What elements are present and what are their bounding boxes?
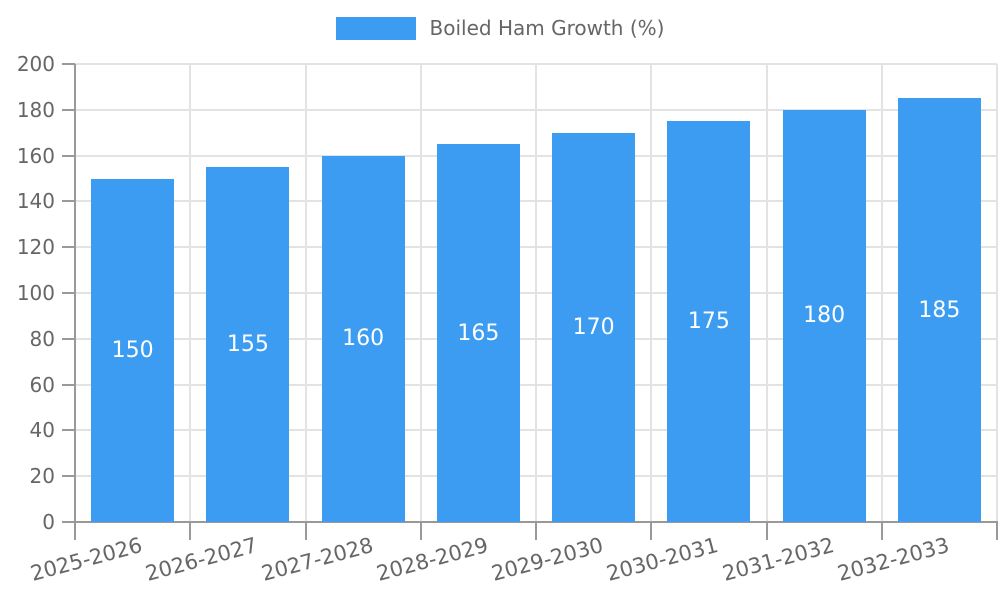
- bar-value-label: 165: [457, 320, 500, 346]
- gridline-v: [535, 64, 537, 522]
- gridline-v: [650, 64, 653, 522]
- y-tick-label: 200: [16, 52, 55, 76]
- bar-value-label: 175: [687, 309, 730, 335]
- gridline-v: [880, 64, 883, 522]
- x-tick-label: 2025-2026: [28, 533, 145, 586]
- y-tick-label: 0: [42, 510, 55, 534]
- x-axis-tick: [650, 522, 653, 540]
- x-axis-tick: [74, 522, 76, 540]
- bar[interactable]: 170: [552, 132, 636, 522]
- bar[interactable]: 180: [782, 109, 866, 522]
- legend-label: Boiled Ham Growth (%): [429, 16, 665, 40]
- y-tick-label: 160: [16, 143, 55, 168]
- y-tick-label: 120: [16, 235, 55, 260]
- y-tick-label: 60: [29, 372, 55, 397]
- y-axis-line: [74, 64, 76, 522]
- x-tick-label: 2026-2027: [143, 533, 261, 586]
- x-tick-label: 2029-2030: [489, 533, 606, 586]
- bar[interactable]: 185: [897, 98, 981, 522]
- y-axis-tick: [62, 246, 75, 249]
- x-axis-tick: [535, 522, 537, 540]
- bar-value-label: 160: [342, 326, 385, 352]
- bar-value-label: 180: [803, 303, 846, 329]
- x-axis-tick: [765, 522, 768, 540]
- y-tick-label: 180: [16, 97, 55, 122]
- x-axis-line: [74, 521, 998, 523]
- y-axis-tick: [62, 429, 75, 432]
- y-axis-tick: [62, 475, 75, 478]
- y-tick-label: 40: [29, 418, 55, 443]
- x-axis-tick: [304, 522, 307, 540]
- y-axis-tick: [62, 383, 75, 386]
- x-axis-tick: [419, 522, 422, 540]
- bar[interactable]: 155: [206, 167, 290, 522]
- y-axis-tick: [62, 521, 75, 523]
- y-axis-tick: [62, 292, 75, 294]
- x-axis-tick: [880, 522, 883, 540]
- x-axis-tick: [996, 522, 998, 540]
- bar[interactable]: 150: [91, 178, 175, 522]
- bar[interactable]: 165: [436, 144, 520, 522]
- bar[interactable]: 175: [667, 121, 751, 522]
- legend[interactable]: Boiled Ham Growth (%): [0, 16, 1000, 40]
- y-axis-tick: [62, 337, 75, 340]
- gridline-v: [189, 64, 192, 522]
- y-tick-label: 100: [16, 281, 55, 305]
- y-tick-label: 140: [16, 189, 55, 214]
- gridline-v: [304, 64, 307, 522]
- y-tick-label: 20: [29, 464, 55, 489]
- y-axis-tick: [62, 108, 75, 111]
- x-tick-label: 2032-2033: [834, 533, 952, 586]
- x-axis-tick: [189, 522, 192, 540]
- gridline-v: [419, 64, 422, 522]
- bar-value-label: 150: [111, 337, 154, 363]
- x-tick-label: 2027-2028: [258, 533, 376, 586]
- x-tick-label: 2030-2031: [604, 533, 722, 586]
- bar-value-label: 185: [918, 297, 961, 323]
- y-axis-tick: [62, 154, 75, 157]
- gridline-v: [996, 64, 998, 522]
- legend-swatch: [335, 16, 416, 40]
- y-axis-tick: [62, 200, 75, 203]
- bar-value-label: 155: [226, 332, 269, 358]
- bar[interactable]: 160: [321, 155, 405, 522]
- y-axis-tick: [62, 63, 75, 65]
- y-tick-label: 80: [29, 326, 55, 351]
- x-tick-label: 2028-2029: [373, 533, 491, 586]
- x-tick-label: 2031-2032: [719, 533, 837, 586]
- bar-value-label: 170: [572, 314, 615, 340]
- gridline-v: [765, 64, 768, 522]
